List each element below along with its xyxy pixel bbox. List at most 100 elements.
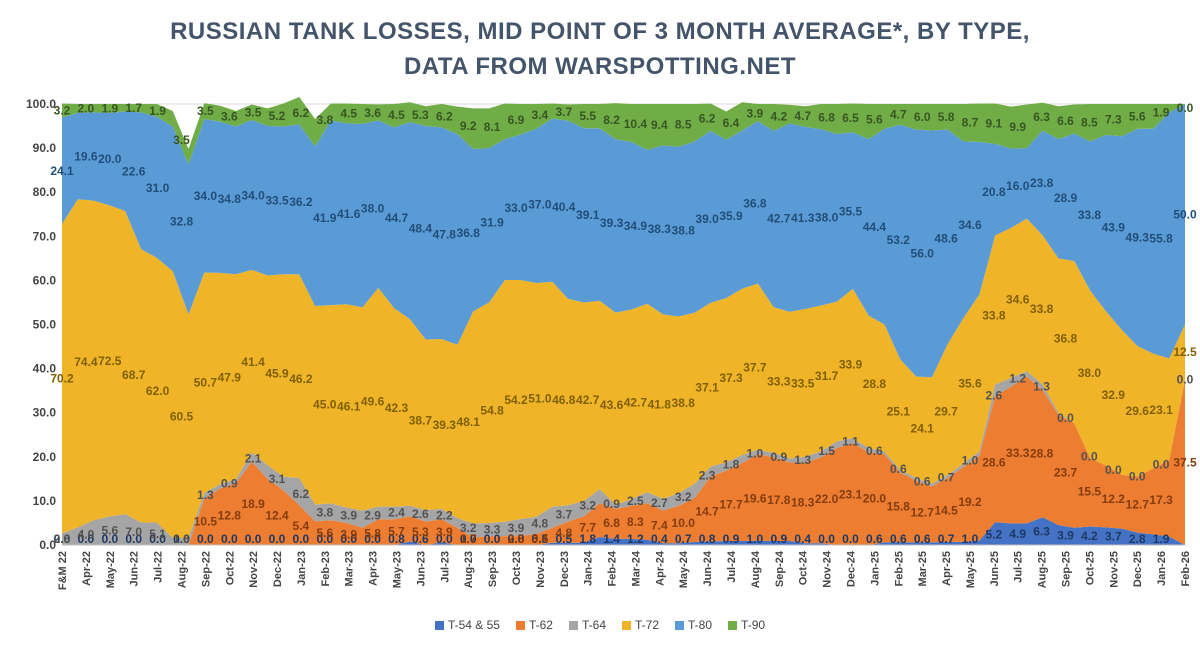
- data-label: 49.6: [361, 395, 385, 409]
- data-label: 50.0: [1173, 207, 1197, 221]
- x-tick-label: Sep-22: [200, 551, 212, 587]
- data-label: 1.3: [1033, 380, 1050, 394]
- legend-swatch: [675, 621, 685, 630]
- data-label: 36.8: [1054, 332, 1078, 346]
- data-label: 6.9: [508, 113, 525, 127]
- data-label: 42.7: [576, 393, 600, 407]
- data-label: 3.9: [508, 521, 525, 535]
- x-tick-label: Jul-24: [726, 550, 738, 583]
- legend-label: T-72: [635, 618, 660, 632]
- data-label: 12.2: [1102, 492, 1126, 506]
- y-tick-label: 20.0: [33, 450, 57, 464]
- chart-title-line-2: DATA FROM WARSPOTTING.NET: [403, 53, 797, 80]
- data-label: 5.5: [579, 109, 596, 123]
- data-label: 53.2: [887, 233, 911, 247]
- data-label: 35.6: [958, 377, 982, 391]
- data-label: 1.9: [149, 104, 166, 118]
- data-label: 0.6: [890, 462, 907, 476]
- data-label: 0.0: [1153, 457, 1170, 471]
- x-tick-label: May-23: [392, 551, 404, 588]
- data-label: 41.8: [648, 398, 672, 412]
- data-label: 5.2: [986, 527, 1003, 541]
- area-t-80: [62, 104, 1185, 378]
- data-label: 9.9: [1009, 120, 1026, 134]
- data-label: 0.0: [269, 532, 286, 546]
- data-label: 0.0: [1177, 373, 1194, 387]
- area-t-54-55: [62, 517, 1185, 545]
- data-label: 0.0: [1081, 450, 1098, 464]
- data-label: 19.6: [74, 149, 98, 163]
- data-label: 1.3: [197, 488, 214, 502]
- x-tick-label: Nov-24: [822, 550, 834, 588]
- data-label: 2.6: [54, 532, 71, 546]
- data-label: 4.2: [1081, 529, 1098, 543]
- data-label: 2.4: [388, 506, 405, 520]
- x-tick-label: Jan-26: [1156, 551, 1168, 586]
- data-label: 72.5: [98, 354, 122, 368]
- data-label: 43.9: [1102, 221, 1126, 235]
- data-label: 46.2: [289, 372, 313, 386]
- data-label: 0.9: [723, 532, 740, 546]
- data-label: 34.0: [241, 188, 265, 202]
- x-tick-label: Sep-24: [774, 550, 786, 587]
- data-label: 5.7: [388, 525, 405, 539]
- data-label: 45.9: [265, 366, 289, 380]
- data-label: 33.3: [1006, 446, 1030, 460]
- data-label: 0.0: [78, 532, 95, 546]
- data-label: 4.8: [555, 526, 572, 540]
- data-label: 4.7: [794, 109, 811, 123]
- x-tick-label: F&M 22: [57, 551, 69, 590]
- data-label: 6.5: [842, 111, 859, 125]
- data-label: 33.8: [982, 308, 1006, 322]
- data-label: 0.0: [245, 532, 262, 546]
- legend-label: T-90: [741, 618, 766, 632]
- legend-item: T-64: [568, 618, 606, 632]
- data-label: 41.3: [791, 211, 815, 225]
- data-label: 46.1: [337, 399, 361, 413]
- x-tick-label: Feb-25: [893, 551, 905, 586]
- data-label: 10.0: [672, 516, 696, 530]
- data-label: 2.3: [699, 469, 716, 483]
- x-tick-label: Jun-23: [415, 551, 427, 586]
- data-label: 33.3: [767, 375, 791, 389]
- data-label: 8.5: [675, 118, 692, 132]
- x-tick-label: Sep-25: [1061, 551, 1073, 587]
- data-label: 5.3: [412, 108, 429, 122]
- data-label: 0.9: [770, 532, 787, 546]
- data-label: 0.6: [412, 532, 429, 546]
- x-tick-label: Oct-25: [1084, 551, 1096, 585]
- data-label: 3.5: [197, 104, 214, 118]
- y-tick-label: 100.0: [26, 97, 56, 111]
- data-label: 8.2: [603, 113, 620, 127]
- y-tick-label: 80.0: [33, 185, 57, 199]
- data-label: 28.6: [982, 455, 1006, 469]
- legend-swatch: [434, 621, 444, 630]
- data-label: 2.9: [364, 508, 381, 522]
- data-label: 41.6: [337, 207, 361, 221]
- data-label: 28.9: [1054, 191, 1078, 205]
- data-label: 1.2: [1009, 372, 1026, 386]
- data-label: 3.5: [173, 133, 190, 147]
- data-label: 12.8: [218, 508, 242, 522]
- data-label: 3.9: [340, 527, 357, 541]
- data-label: 23.1: [1149, 403, 1173, 417]
- data-label: 6.3: [1033, 110, 1050, 124]
- data-label: 34.8: [218, 192, 242, 206]
- data-label: 22.0: [815, 492, 839, 506]
- data-label: 2.1: [245, 451, 262, 465]
- data-label: 1.0: [962, 532, 979, 546]
- data-label: 9.4: [651, 118, 668, 132]
- data-label: 43.6: [600, 398, 624, 412]
- data-label: 0.0: [1057, 411, 1074, 425]
- data-label: 18.3: [791, 496, 815, 510]
- data-label: 0.0: [508, 532, 525, 546]
- data-label: 3.6: [221, 110, 238, 124]
- data-label: 50.7: [194, 375, 218, 389]
- data-label: 12.7: [911, 506, 935, 520]
- data-label: 38.7: [409, 414, 433, 428]
- y-tick-label: 70.0: [33, 229, 57, 243]
- y-tick-label: 40.0: [33, 362, 57, 376]
- x-tick-label: Mar-23: [344, 551, 356, 586]
- data-label: 0.5: [555, 532, 572, 546]
- data-label: 0.0: [842, 532, 859, 546]
